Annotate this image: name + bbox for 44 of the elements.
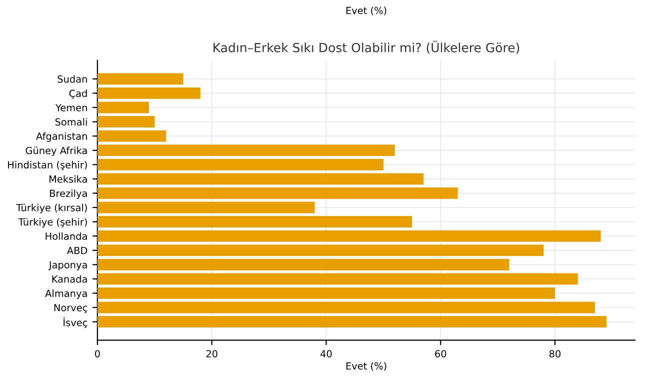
y-tick-label: Türkiye (şehir) [18,218,87,228]
y-tick-label: Meksika [49,175,87,183]
y-tick-label: Türkiye (kırsal) [16,204,87,214]
y-tick-label: Japonya [48,261,87,270]
bar [97,302,596,314]
y-tick-label: Yemen [55,104,87,112]
bar [97,316,606,328]
bar [97,73,184,85]
y-tick-label: Sudan [58,75,87,83]
y-tick-label: Hollanda [46,232,87,240]
bar [97,287,555,299]
y-tick-label: Kanada [52,275,87,283]
y-tick-label: Çad [69,90,87,99]
bar [97,144,395,156]
bar [97,216,412,228]
bar [97,130,166,142]
bar [97,116,155,128]
x-tick-label: 40 [320,350,332,358]
y-tick-label: Norveç [54,304,88,314]
text: Evet (%) [346,6,386,16]
chart-title: Kadın–Erkek Sıkı Dost Olabilir mi? (Ülkelere Göre) [214,40,520,54]
bar [97,158,384,170]
bar [97,244,544,256]
y-tick-label: Somali [55,118,87,126]
bar [97,202,315,214]
x-tick-label: 20 [206,350,218,358]
y-tick-label: Almanya [45,290,87,299]
x-tick-label: 80 [549,350,561,358]
bar [97,87,200,99]
x-axis-title: Evet (%) [346,362,386,371]
x-tick-label: 60 [435,350,446,358]
bar [97,102,149,114]
y-tick-label: Afganistan [36,132,87,142]
bar [97,173,424,185]
bar [97,258,510,270]
y-tick-label: Hindistan (şehir) [8,160,87,170]
y-tick-label: Güney Afrika [26,146,87,156]
y-tick-label: Brezilya [50,190,87,199]
x-tick-label: 0 [94,350,100,358]
bar [97,230,601,242]
y-tick-label: ABD [66,246,88,254]
bar [97,187,458,199]
y-tick-label: İsveç [64,317,88,328]
bar [97,273,578,285]
